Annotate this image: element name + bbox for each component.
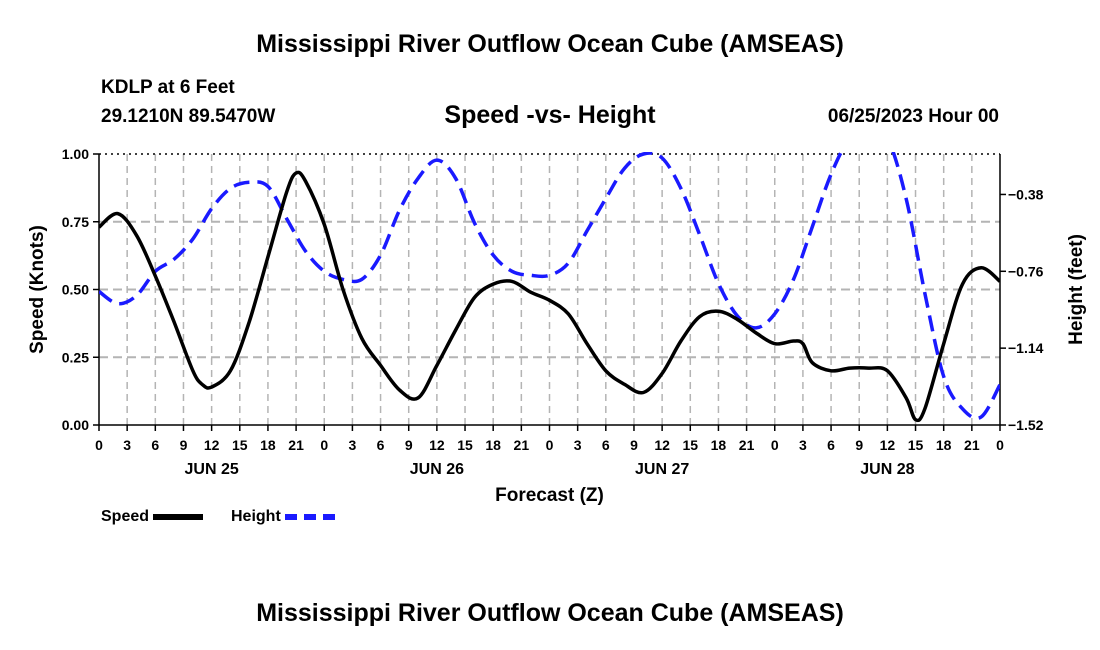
legend-height-label: Height: [231, 508, 281, 525]
x-tick-label: 12: [654, 437, 670, 453]
x-tick-label: 6: [377, 437, 385, 453]
x-tick-label: 6: [151, 437, 159, 453]
x-tick-label: 12: [429, 437, 445, 453]
y-tick-label-left: 0.25: [62, 349, 89, 365]
x-tick-label: 21: [288, 437, 304, 453]
x-tick-label: 0: [320, 437, 328, 453]
x-tick-label: 0: [95, 437, 103, 453]
forecast-datetime: 06/25/2023 Hour 00: [827, 106, 999, 127]
y-tick-label-right: −0.38: [1008, 186, 1044, 202]
x-tick-label: 18: [711, 437, 727, 453]
y-tick-label-left: 0.00: [62, 417, 89, 433]
y-axis-title-left: Speed (Knots): [27, 225, 48, 354]
station-label: KDLP at 6 Feet: [101, 77, 235, 98]
y-tick-label-left: 0.75: [62, 214, 89, 230]
legend-speed-label: Speed: [101, 508, 150, 525]
y-tick-label-right: −0.76: [1008, 263, 1044, 279]
legend-speed-swatch: [153, 514, 204, 520]
x-tick-label: 15: [682, 437, 698, 453]
speed-series-line: [99, 170, 1000, 423]
footer-title: Mississippi River Outflow Ocean Cube (AM…: [256, 599, 844, 627]
chart-subtitle: Speed -vs- Height: [444, 101, 656, 129]
x-day-label: JUN 28: [860, 461, 914, 478]
x-tick-label: 12: [880, 437, 896, 453]
height-series-line: [99, 152, 1000, 421]
x-tick-label: 9: [405, 437, 413, 453]
x-tick-label: 6: [602, 437, 610, 453]
x-tick-label: 21: [739, 437, 755, 453]
chart-main-title: Mississippi River Outflow Ocean Cube (AM…: [256, 30, 844, 58]
x-tick-label: 9: [630, 437, 638, 453]
x-tick-label: 15: [457, 437, 473, 453]
chart-axes: [93, 153, 1006, 431]
x-day-label: JUN 27: [635, 461, 689, 478]
grid-lines: [99, 154, 1000, 425]
x-tick-label: 18: [936, 437, 952, 453]
x-tick-label: 9: [180, 437, 188, 453]
y-tick-label-left: 0.50: [62, 282, 89, 298]
x-tick-label: 0: [996, 437, 1004, 453]
x-tick-label: 9: [855, 437, 863, 453]
x-tick-label: 0: [546, 437, 554, 453]
y-tick-label-right: −1.52: [1008, 417, 1044, 433]
station-coordinates: 29.1210N 89.5470W: [101, 106, 276, 127]
x-tick-label: 6: [827, 437, 835, 453]
x-tick-label: 0: [771, 437, 779, 453]
x-day-label: JUN 25: [185, 461, 239, 478]
x-tick-label: 12: [204, 437, 220, 453]
x-tick-label: 3: [574, 437, 582, 453]
legend-speed: Speed: [101, 508, 204, 526]
y-tick-label-left: 1.00: [62, 146, 89, 162]
x-tick-label: 15: [908, 437, 924, 453]
x-day-label: JUN 26: [410, 461, 464, 478]
legend-height: Height: [231, 508, 335, 526]
legend-height-swatch: [284, 514, 335, 520]
x-tick-label: 3: [349, 437, 357, 453]
chart-labels: 0 3 6 9 12 15 18 21 0 3 6 9 12 15 18 21 0 3 6 9 12 15 18 21 0 3 6 9…: [27, 146, 1087, 506]
x-tick-label: 21: [514, 437, 530, 453]
x-tick-label: 18: [485, 437, 501, 453]
x-tick-label: 3: [123, 437, 131, 453]
x-tick-label: 18: [260, 437, 276, 453]
chart-series: [99, 152, 1000, 423]
y-axis-title-right: Height (feet): [1066, 234, 1087, 345]
x-tick-label: 15: [232, 437, 248, 453]
y-tick-label-right: −1.14: [1008, 340, 1044, 356]
x-tick-label: 3: [799, 437, 807, 453]
x-axis-title: Forecast (Z): [495, 485, 604, 506]
x-tick-label: 21: [964, 437, 980, 453]
